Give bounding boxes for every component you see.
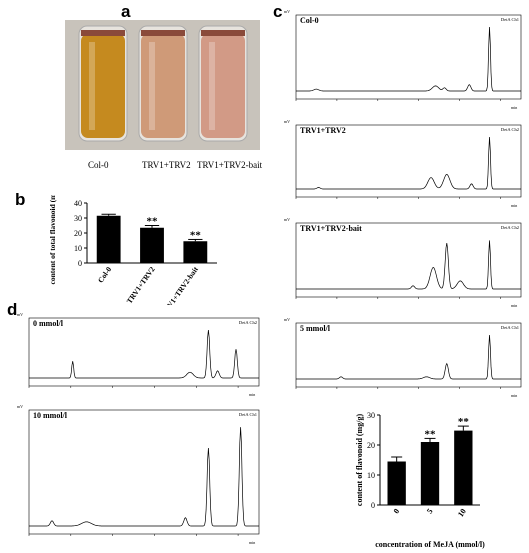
x-unit: min xyxy=(249,392,255,397)
tube-liquid xyxy=(201,34,245,138)
bar xyxy=(140,227,164,263)
channel-label: DetA Ch2 xyxy=(501,127,519,132)
category-label: TRV1+TRV2-bait xyxy=(159,265,200,305)
channel-label: DetA Ch1 xyxy=(501,325,519,330)
x-axis-label: concentration of MeJA (mmol/l) xyxy=(375,540,485,549)
chromatogram-plot: mV min DetA Ch1 10 mmol/l xyxy=(17,404,260,545)
y-tick-label: 20 xyxy=(74,229,82,238)
c-chromatogram: mV min DetA Ch2 TRV1+TRV2-bait xyxy=(282,213,527,311)
chromatogram-trace xyxy=(296,26,521,92)
significance-marker: ** xyxy=(190,229,202,241)
chromatogram-title: 10 mmol/l xyxy=(33,411,68,420)
tube-liquid xyxy=(81,34,125,138)
d-chromatogram: mV min DetA Ch1 10 mmol/l xyxy=(15,400,265,548)
bar xyxy=(387,461,406,505)
chromatogram-stack-d: mV min DetA Ch2 0 mmol/l mV min DetA Ch1 10 mmo… xyxy=(15,308,265,548)
y-unit: mV xyxy=(17,404,23,409)
category-label: Col-0 xyxy=(96,265,114,285)
c-chromatogram: mV min DetA Ch1 5 mmol/l xyxy=(282,313,527,401)
bar xyxy=(183,241,208,263)
y-axis-label: content of flavonoid (mg/g) xyxy=(355,414,364,507)
category-label: 0 xyxy=(392,507,402,515)
chromatogram-trace xyxy=(296,334,521,380)
x-unit: min xyxy=(511,203,517,208)
plot-frame xyxy=(295,14,522,100)
x-unit: min xyxy=(511,303,517,308)
plot-frame xyxy=(295,322,522,388)
bar-chart-total-flavonoid: 0 10 20 30 40 Col-0 ** TRV1+TRV2 ** TRV1+TRV2-bai… xyxy=(48,195,217,305)
chromatogram-plot: mV min DetA Ch2 0 mmol/l xyxy=(17,312,260,397)
channel-label: DetA Ch1 xyxy=(501,17,519,22)
chromatogram-trace xyxy=(29,427,259,527)
y-unit: mV xyxy=(284,317,290,322)
category-label: TRV1+TRV2 xyxy=(125,265,157,305)
chromatogram-title: TRV1+TRV2 xyxy=(300,126,346,135)
y-unit: mV xyxy=(284,9,290,14)
y-tick-label: 30 xyxy=(74,214,82,223)
tube-highlight xyxy=(209,42,215,130)
tube-photo xyxy=(65,20,260,150)
plot-frame xyxy=(28,317,260,387)
chromatogram-plot: mV min DetA Ch2 TRV1+TRV2 xyxy=(284,119,522,208)
panel-label-b: b xyxy=(15,190,26,209)
chromatogram-title: TRV1+TRV2-bait xyxy=(300,224,362,233)
chromatogram-plot: mV min DetA Ch2 TRV1+TRV2-bait xyxy=(284,217,522,308)
y-unit: mV xyxy=(17,312,23,317)
significance-marker: ** xyxy=(458,416,470,428)
bar xyxy=(454,430,473,505)
x-unit: min xyxy=(511,105,517,110)
plot-frame xyxy=(295,222,522,298)
tube-label-trv: TRV1+TRV2 xyxy=(142,160,191,170)
category-label: 5 xyxy=(425,507,435,515)
tube-label-trv-bait: TRV1+TRV2-bait xyxy=(197,160,263,170)
tube-meniscus xyxy=(81,30,125,36)
chromatogram-title: 5 mmol/l xyxy=(300,324,331,333)
tube-label-col0: Col-0 xyxy=(88,160,109,170)
chromatogram-title: 0 mmol/l xyxy=(33,319,64,328)
chromatogram-stack-c: mV min DetA Ch1 Col-0 mV min DetA Ch2 TRV1+TRV2… xyxy=(282,5,527,405)
y-tick-label: 0 xyxy=(371,501,375,510)
x-unit: min xyxy=(249,540,255,545)
plot-frame xyxy=(28,409,260,535)
d-chromatogram: mV min DetA Ch2 0 mmol/l xyxy=(15,308,265,400)
bar xyxy=(420,442,440,505)
significance-marker: ** xyxy=(147,216,159,228)
y-unit: mV xyxy=(284,217,290,222)
chromatogram-title: Col-0 xyxy=(300,16,319,25)
x-unit: min xyxy=(511,393,517,398)
y-tick-label: 40 xyxy=(74,199,82,208)
y-tick-label: 10 xyxy=(74,244,82,253)
tube-meniscus xyxy=(141,30,185,36)
y-unit: mV xyxy=(284,119,290,124)
chromatogram-trace xyxy=(296,240,521,290)
panel-label-a: a xyxy=(121,2,131,21)
bar xyxy=(96,215,121,263)
channel-label: DetA Ch2 xyxy=(501,225,519,230)
plot-frame xyxy=(295,124,522,198)
y-tick-label: 20 xyxy=(367,441,375,450)
panel-label-c: c xyxy=(273,2,283,21)
c-chromatogram: mV min DetA Ch1 Col-0 xyxy=(282,5,527,113)
y-tick-label: 0 xyxy=(78,259,82,268)
y-tick-label: 10 xyxy=(367,471,375,480)
y-tick-label: 30 xyxy=(367,411,375,420)
tube-highlight xyxy=(89,42,95,130)
y-axis-label: content of total flavonoid (mg/g) xyxy=(48,195,57,284)
chromatogram-trace xyxy=(29,329,259,379)
chromatogram-plot: mV min DetA Ch1 5 mmol/l xyxy=(284,317,522,398)
chromatogram-trace xyxy=(296,136,521,190)
tube-highlight xyxy=(149,42,155,130)
c-chromatogram: mV min DetA Ch2 TRV1+TRV2 xyxy=(282,115,527,211)
category-label: 10 xyxy=(456,507,468,519)
channel-label: DetA Ch2 xyxy=(239,320,257,325)
significance-marker: ** xyxy=(425,428,437,440)
panel-label-d: d xyxy=(7,300,18,319)
channel-label: DetA Ch1 xyxy=(239,412,257,417)
chromatogram-plot: mV min DetA Ch1 Col-0 xyxy=(284,9,522,110)
tube-liquid xyxy=(141,34,185,138)
tube-meniscus xyxy=(201,30,245,36)
tube-illustration xyxy=(65,20,260,150)
